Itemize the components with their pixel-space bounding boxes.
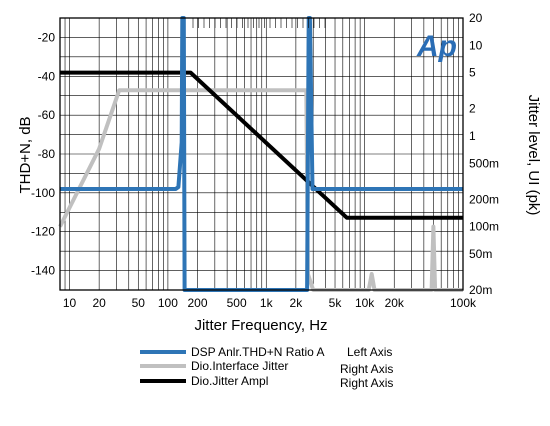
right-tick-label: 2: [469, 102, 476, 116]
left-tick-label: -80: [38, 147, 56, 161]
left-axis-ticks: -20 -40 -60 -80 -100 -120 -140: [31, 30, 55, 277]
x-axis-ticks: 10 20 50 100 200 500 1k 2k 5k 10k 20k 100k: [63, 296, 477, 310]
series-line: [60, 70, 463, 220]
legend-axis-dsp-thdn: Left Axis: [347, 345, 392, 359]
x-tick-label: 20k: [385, 296, 405, 310]
right-tick-label: 100m: [469, 220, 499, 234]
left-tick-label: -140: [31, 264, 55, 278]
legend-item: Dio.Jitter Ampl Right Axis: [140, 374, 393, 390]
legend-label-dsp-thdn: DSP Anlr.THD+N Ratio A: [191, 345, 325, 359]
legend: DSP Anlr.THD+N Ratio A Left Axis Dio.Int…: [140, 345, 393, 390]
x-tick-label: 5k: [329, 296, 343, 310]
right-tick-label: 20: [469, 11, 483, 25]
x-tick-label: 20: [92, 296, 106, 310]
right-tick-label: 20m: [469, 283, 492, 297]
legend-item: Dio.Interface Jitter Right Axis: [140, 359, 393, 376]
right-axis-title: Jitter level, UI (pk): [525, 95, 542, 216]
legend-axis-jitter-ampl: Right Axis: [340, 376, 393, 390]
left-tick-label: -20: [38, 30, 56, 44]
x-tick-label: 50: [132, 296, 146, 310]
left-tick-label: -60: [38, 108, 56, 122]
legend-label-jitter-ampl: Dio.Jitter Ampl: [191, 374, 268, 388]
right-tick-label: 200m: [469, 192, 499, 206]
right-tick-label: 50m: [469, 247, 492, 261]
x-axis-title: Jitter Frequency, Hz: [194, 317, 327, 334]
ap-logo-text: Ap: [416, 30, 457, 63]
legend-label-interface-jitter: Dio.Interface Jitter: [191, 359, 288, 373]
x-tick-label: 100k: [450, 296, 477, 310]
legend-axis-interface-jitter: Right Axis: [340, 362, 393, 376]
x-tick-label: 10: [63, 296, 77, 310]
plot-frame: [59, 17, 464, 291]
right-tick-label: 1: [469, 129, 476, 143]
ap-logo: Ap: [416, 30, 457, 63]
x-tick-label: 100: [158, 296, 178, 310]
right-tick-label: 500m: [469, 156, 499, 170]
left-tick-label: -40: [38, 69, 56, 83]
series-line: [60, 16, 463, 292]
x-tick-label: 200: [187, 296, 207, 310]
right-tick-label: 10: [469, 38, 483, 52]
legend-item: DSP Anlr.THD+N Ratio A Left Axis: [140, 345, 392, 359]
grid: [59, 18, 464, 290]
right-tick-label: 5: [469, 66, 476, 80]
left-tick-label: -120: [31, 225, 55, 239]
x-tick-label: 10k: [355, 296, 375, 310]
x-tick-label: 1k: [260, 296, 274, 310]
x-tick-label: 500: [227, 296, 247, 310]
top-tick-marks: [192, 18, 326, 28]
x-tick-label: 2k: [290, 296, 304, 310]
left-tick-label: -100: [31, 186, 55, 200]
left-axis-title: THD+N, dB: [17, 116, 34, 193]
right-axis-ticks: 20 10 5 2 1 500m 200m 100m 50m 20m: [469, 11, 499, 297]
